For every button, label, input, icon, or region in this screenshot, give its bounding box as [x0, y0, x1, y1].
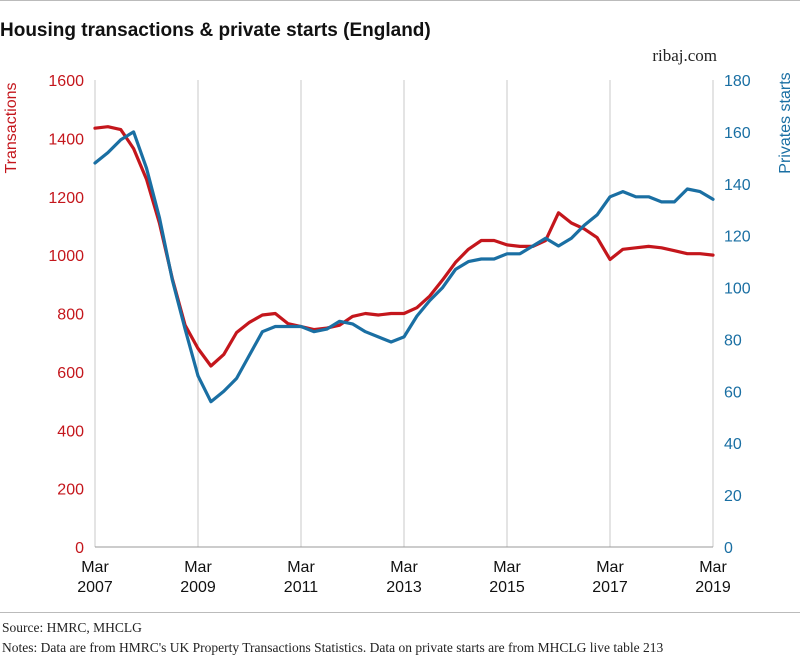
x-tick-month-label: Mar — [493, 559, 521, 576]
right-y-tick-label: 80 — [724, 332, 742, 349]
left-y-tick-label: 0 — [75, 540, 84, 557]
source-note: Source: HMRC, MHCLG — [2, 620, 142, 635]
left-y-tick-label: 1600 — [48, 73, 84, 90]
dual-axis-line-chart: 0 200 400 600 800 1000 1200 1400 1600 0 20 40 60 80 10… — [3, 72, 794, 596]
brand-label: ribaj.com — [652, 46, 717, 65]
left-y-tick-label: 200 — [57, 482, 84, 499]
right-y-axis-label: Privates starts — [777, 72, 794, 173]
x-tick-year-label: 2011 — [284, 579, 319, 596]
right-y-tick-label: 20 — [724, 488, 742, 505]
right-y-tick-label: 0 — [724, 540, 733, 557]
notes-text: Notes: Data are from HMRC's UK Property … — [2, 640, 664, 655]
x-tick-month-label: Mar — [81, 559, 109, 576]
x-tick-year-label: 2009 — [180, 579, 216, 596]
x-tick-month-label: Mar — [699, 559, 727, 576]
x-tick-year-label: 2007 — [77, 579, 113, 596]
x-tick-year-label: 2019 — [695, 579, 731, 596]
chart-title: Housing transactions & private starts (E… — [0, 20, 431, 41]
x-tick-year-label: 2013 — [386, 579, 422, 596]
left-y-tick-label: 400 — [57, 423, 84, 440]
left-y-tick-label: 600 — [57, 365, 84, 382]
x-tick-month-label: Mar — [184, 559, 212, 576]
left-y-axis-label: Transactions — [3, 83, 20, 174]
x-tick-year-label: 2017 — [592, 579, 628, 596]
right-y-tick-label: 40 — [724, 436, 742, 453]
right-y-tick-label: 120 — [724, 229, 751, 246]
right-y-tick-label: 160 — [724, 125, 751, 142]
right-y-tick-label: 180 — [724, 73, 751, 90]
left-y-tick-label: 800 — [57, 307, 84, 324]
left-y-tick-label: 1400 — [48, 131, 84, 148]
top-rule — [0, 0, 800, 1]
x-tick-month-label: Mar — [390, 559, 418, 576]
right-y-tick-label: 60 — [724, 384, 742, 401]
x-tick-month-label: Mar — [596, 559, 624, 576]
bottom-rule — [0, 612, 800, 613]
left-y-tick-label: 1200 — [48, 190, 84, 207]
left-y-tick-label: 1000 — [48, 248, 84, 265]
right-y-tick-label: 100 — [724, 281, 751, 298]
private-starts-series-line — [93, 130, 715, 404]
x-tick-month-label: Mar — [287, 559, 315, 576]
right-y-tick-label: 140 — [724, 177, 751, 194]
transactions-series-line — [93, 125, 715, 368]
x-tick-year-label: 2015 — [489, 579, 525, 596]
